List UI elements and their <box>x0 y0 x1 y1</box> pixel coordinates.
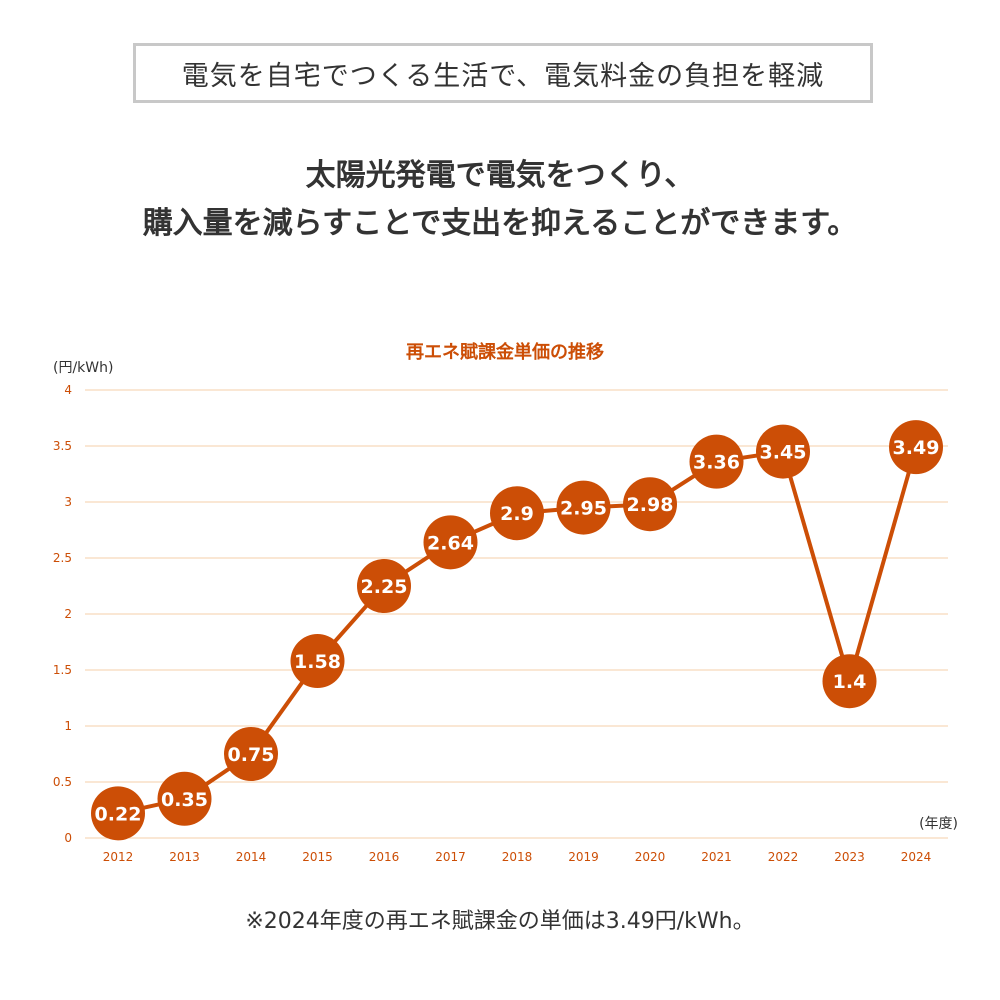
y-tick-label: 4 <box>64 383 72 397</box>
data-label: 2.9 <box>500 503 534 525</box>
x-axis-unit-label: (年度) <box>919 816 958 832</box>
data-point <box>157 771 212 826</box>
x-tick-label: 2020 <box>635 850 666 864</box>
data-label: 3.45 <box>760 442 807 464</box>
data-label: 2.64 <box>427 532 474 554</box>
x-tick-label: 2015 <box>302 850 333 864</box>
data-point <box>822 654 877 709</box>
data-label: 3.36 <box>693 452 740 474</box>
x-tick-label: 2019 <box>568 850 599 864</box>
x-tick-label: 2018 <box>502 850 533 864</box>
headline-line-1: 太陽光発電で電気をつくり、 <box>305 158 695 193</box>
x-tick-label: 2012 <box>103 850 134 864</box>
data-label: 3.49 <box>893 437 940 459</box>
x-tick-label: 2014 <box>236 850 267 864</box>
data-point <box>889 420 943 475</box>
y-tick-label: 0 <box>64 831 72 845</box>
y-tick-label: 3 <box>64 495 72 509</box>
data-point <box>490 486 544 541</box>
y-tick-label: 1 <box>64 719 72 733</box>
data-point <box>756 424 810 479</box>
footnote: ※2024年度の再エネ賦課金の単価は3.49円/kWh。 <box>245 909 755 934</box>
chart-title: 再エネ賦課金単価の推移 <box>406 341 604 363</box>
banner-text: 電気を自宅でつくる生活で、電気料金の負担を軽減 <box>181 60 825 92</box>
y-tick-label: 0.5 <box>53 775 72 789</box>
data-label: 1.4 <box>833 671 867 693</box>
x-tick-label: 2016 <box>369 850 400 864</box>
y-tick-label: 2.5 <box>53 551 72 565</box>
y-tick-label: 2 <box>64 607 72 621</box>
data-point <box>423 515 478 570</box>
data-point <box>357 559 411 613</box>
data-label: 0.22 <box>95 803 142 825</box>
data-point <box>689 434 744 489</box>
data-point <box>91 786 145 841</box>
data-label: 2.98 <box>627 494 674 516</box>
headline-line-2: 購入量を減らすことで支出を抑えることができます。 <box>142 206 858 241</box>
y-axis-unit-label: (円/kWh) <box>53 360 113 376</box>
banner: 電気を自宅でつくる生活で、電気料金の負担を軽減 <box>133 43 873 103</box>
data-label: 0.35 <box>161 789 208 811</box>
data-point <box>623 477 677 532</box>
y-tick-label: 1.5 <box>53 663 72 677</box>
x-tick-label: 2017 <box>435 850 466 864</box>
data-point <box>290 634 345 689</box>
data-point <box>556 480 611 535</box>
data-label: 0.75 <box>228 744 275 766</box>
data-point <box>224 727 278 781</box>
x-tick-label: 2023 <box>834 850 865 864</box>
data-label: 2.25 <box>361 576 408 598</box>
y-tick-label: 3.5 <box>53 439 72 453</box>
x-tick-label: 2024 <box>901 850 932 864</box>
data-label: 1.58 <box>294 651 341 673</box>
x-tick-label: 2021 <box>701 850 732 864</box>
data-label: 2.95 <box>560 498 607 520</box>
surcharge-line-chart: 再エネ賦課金単価の推移 (円/kWh) 0 0.5 1 1.5 2 2.5 3 3.5 4 (年度) 2… <box>53 341 958 864</box>
x-tick-label: 2022 <box>768 850 799 864</box>
x-tick-label: 2013 <box>169 850 200 864</box>
